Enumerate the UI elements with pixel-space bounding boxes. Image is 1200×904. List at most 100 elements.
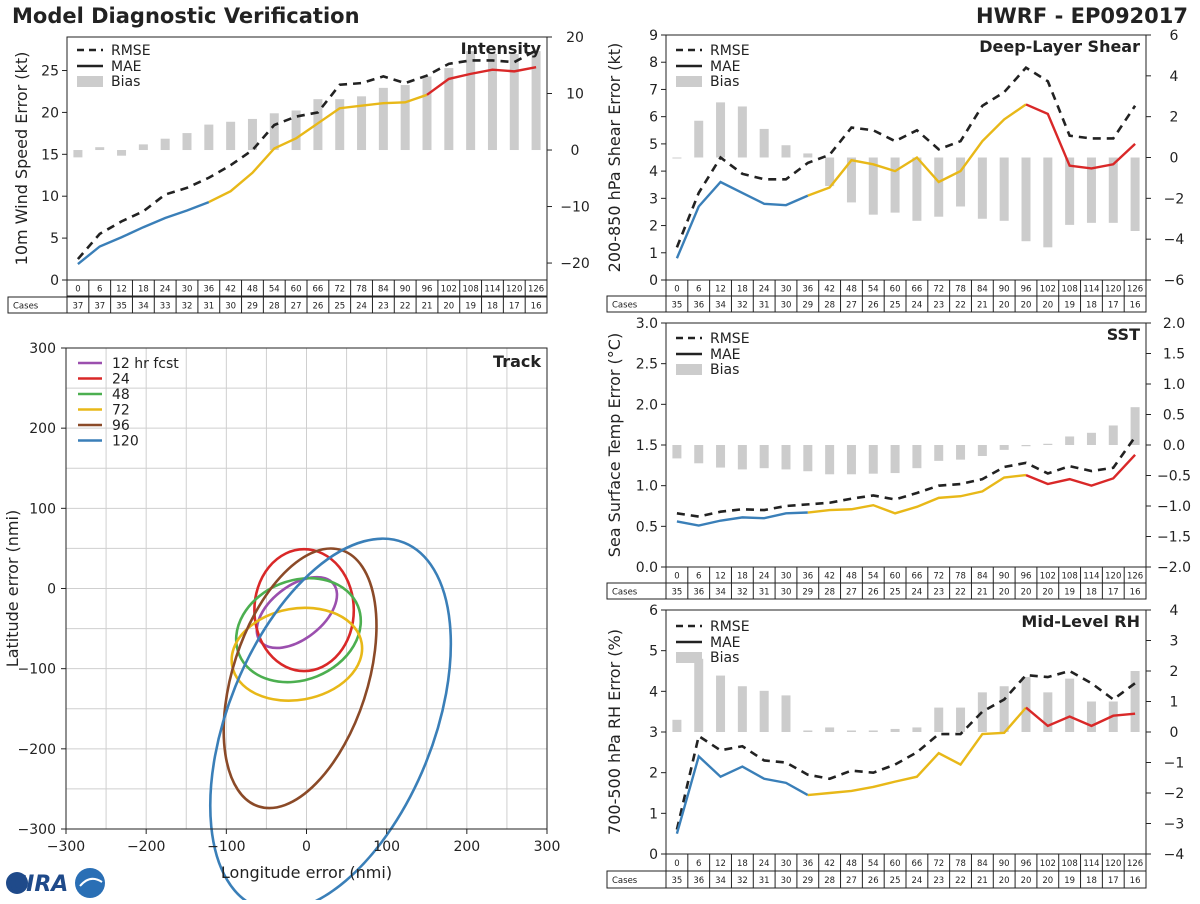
shear-ytick-label: 5: [649, 137, 658, 153]
rh-bias-bar: [1043, 692, 1053, 732]
rh-y2tick-label: 3: [1170, 634, 1179, 650]
rh-cases-value: 31: [759, 876, 770, 886]
intensity-lead-label: 78: [356, 285, 367, 295]
intensity-cases-value: 25: [334, 302, 345, 312]
sst-bias-bar: [781, 445, 791, 470]
sst-title: SST: [1107, 325, 1140, 344]
shear-ylabel: 200-850 hPa Shear Error (kt): [605, 43, 624, 273]
shear-legend-rmse: RMSE: [710, 43, 750, 59]
sst-legend-bias: Bias: [710, 362, 739, 378]
rh-lead-label: 24: [759, 859, 770, 869]
shear-cases-value: 27: [846, 301, 857, 311]
intensity-cases-value: 19: [465, 302, 476, 312]
intensity-lead-label: 54: [269, 285, 280, 295]
intensity-lead-label: 0: [75, 285, 80, 295]
sst-cases-label: Cases: [612, 588, 638, 598]
rh-bias-bar: [781, 695, 791, 732]
rh-cases-value: 29: [802, 876, 813, 886]
shear-cases-value: 25: [890, 301, 901, 311]
shear-y2tick-label: −6: [1164, 273, 1185, 289]
sst-cases-value: 27: [846, 588, 857, 598]
intensity-bias-bar: [73, 150, 83, 158]
storm-title: HWRF - EP092017: [976, 4, 1188, 28]
sst-lead-label: 6: [696, 572, 701, 582]
intensity-bias-bar: [531, 51, 541, 151]
shear-cases-value: 16: [1130, 301, 1141, 311]
rh-cases-value: 19: [1064, 876, 1075, 886]
shear-mae-line-late: [1025, 103, 1136, 170]
sst-lead-label: 30: [781, 572, 792, 582]
shear-ytick-label: 2: [649, 219, 658, 235]
intensity-cases-value: 32: [182, 302, 193, 312]
intensity-lead-label: 108: [463, 285, 479, 295]
shear-ytick-label: 7: [649, 82, 658, 98]
sst-cases-value: 21: [977, 588, 988, 598]
intensity-lead-label: 42: [225, 285, 236, 295]
shear-bias-bar: [956, 157, 966, 207]
sst-bias-bar: [868, 445, 878, 474]
shear-cases-value: 35: [671, 301, 682, 311]
intensity-cases-value: 16: [531, 302, 542, 312]
rh-bias-bar: [825, 727, 835, 732]
sst-bias-bar: [1086, 432, 1096, 445]
rh-ytick-label: 4: [649, 684, 658, 700]
shear-cases-value: 29: [802, 301, 813, 311]
shear-lead-label: 24: [759, 285, 770, 295]
sst-lead-label: 54: [868, 572, 879, 582]
intensity-cases-value: 37: [94, 302, 105, 312]
shear-bias-bar: [672, 157, 682, 159]
sst-lead-label: 24: [759, 572, 770, 582]
sst-ytick-label: 1.5: [636, 438, 658, 454]
shear-lead-label: 36: [802, 285, 813, 295]
sst-lead-label: 114: [1083, 572, 1099, 582]
shear-lead-label: 120: [1105, 285, 1121, 295]
rh-ytick-label: 0: [649, 847, 658, 863]
sst-cases-value: 25: [890, 588, 901, 598]
rh-lead-label: 66: [911, 859, 922, 869]
intensity-bias-bar: [487, 53, 497, 151]
track-ytick-label: −100: [18, 662, 56, 678]
intensity-cases-value: 23: [378, 302, 389, 312]
sst-bias-bar: [759, 445, 769, 469]
intensity-lead-label: 60: [291, 285, 302, 295]
sst-bias-bar: [956, 445, 966, 460]
rh-bias-bar: [694, 658, 704, 732]
intensity-y2tick-label: 0: [571, 143, 580, 159]
rh-bias-bar: [999, 686, 1009, 732]
shear-cases-value: 24: [911, 301, 922, 311]
shear-cases-label: Cases: [612, 301, 638, 311]
shear-cases-value: 34: [715, 301, 726, 311]
intensity-cases-value: 34: [138, 302, 149, 312]
rh-bias-bar: [716, 675, 726, 732]
rh-cases-value: 28: [824, 876, 835, 886]
shear-bias-bar: [1086, 157, 1096, 223]
intensity-ytick-label: 10: [41, 189, 59, 205]
intensity-mae-line-early: [77, 200, 210, 266]
sst-cases-value: 31: [759, 588, 770, 598]
intensity-lead-label: 6: [97, 285, 102, 295]
rh-bias-bar: [1065, 678, 1075, 732]
intensity-ytick-label: 15: [41, 147, 59, 163]
shear-cases-value: 31: [759, 301, 770, 311]
sst-bias-bar: [977, 445, 987, 456]
sst-bias-bar: [672, 445, 682, 459]
sst-cases-value: 34: [715, 588, 726, 598]
sst-bias-bar: [716, 445, 726, 468]
rh-bias-bar: [956, 707, 966, 732]
rh-lead-label: 36: [802, 859, 813, 869]
rh-cases-value: 27: [846, 876, 857, 886]
intensity-bias-bar: [138, 144, 148, 151]
intensity-cases-value: 30: [225, 302, 236, 312]
shear-lead-label: 48: [846, 285, 857, 295]
shear-cases-value: 17: [1108, 301, 1119, 311]
shear-lead-label: 12: [715, 285, 726, 295]
intensity-cases-value: 37: [72, 302, 83, 312]
intensity-cases-value: 33: [160, 302, 171, 312]
shear-cases-value: 32: [737, 301, 748, 311]
rh-lead-label: 48: [846, 859, 857, 869]
sst-cases-value: 30: [781, 588, 792, 598]
sst-y2tick-label: 2.0: [1163, 316, 1185, 332]
shear-cases-value: 21: [977, 301, 988, 311]
